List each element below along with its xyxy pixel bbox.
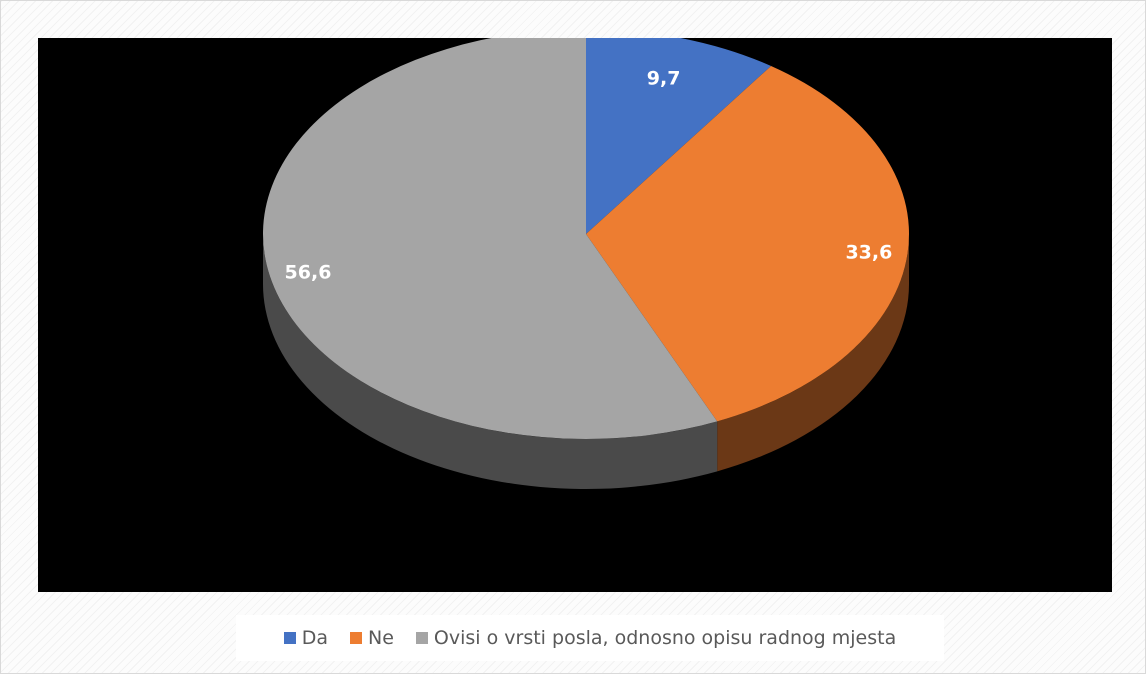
data-label-ovisi: 56,6 xyxy=(285,262,332,284)
legend: Da Ne Ovisi o vrsti posla, odnosno opisu… xyxy=(236,615,944,661)
pie-side-ne xyxy=(717,234,909,472)
legend-label-ne: Ne xyxy=(368,627,394,649)
legend-swatch-ovisi xyxy=(415,632,428,644)
plot-area: 9,7 33,6 56,6 xyxy=(38,38,1112,592)
legend-swatch-ne xyxy=(350,632,363,644)
legend-item-ne: Ne xyxy=(350,627,394,649)
pie-slice-ovisi xyxy=(262,38,718,439)
data-label-ne: 33,6 xyxy=(845,241,892,263)
data-label-da: 9,7 xyxy=(647,68,681,90)
legend-item-da: Da xyxy=(283,627,329,649)
pie-slice-ne xyxy=(586,65,909,422)
legend-label-ovisi: Ovisi o vrsti posla, odnosno opisu radno… xyxy=(433,627,897,649)
pie-chart: 9,7 33,6 56,6 xyxy=(262,38,909,489)
pie-side-ovisi xyxy=(263,234,718,489)
legend-swatch-da xyxy=(283,632,296,644)
legend-item-ovisi: Ovisi o vrsti posla, odnosno opisu radno… xyxy=(415,627,897,649)
legend-label-da: Da xyxy=(301,627,329,649)
pie-slice-da xyxy=(586,38,772,234)
